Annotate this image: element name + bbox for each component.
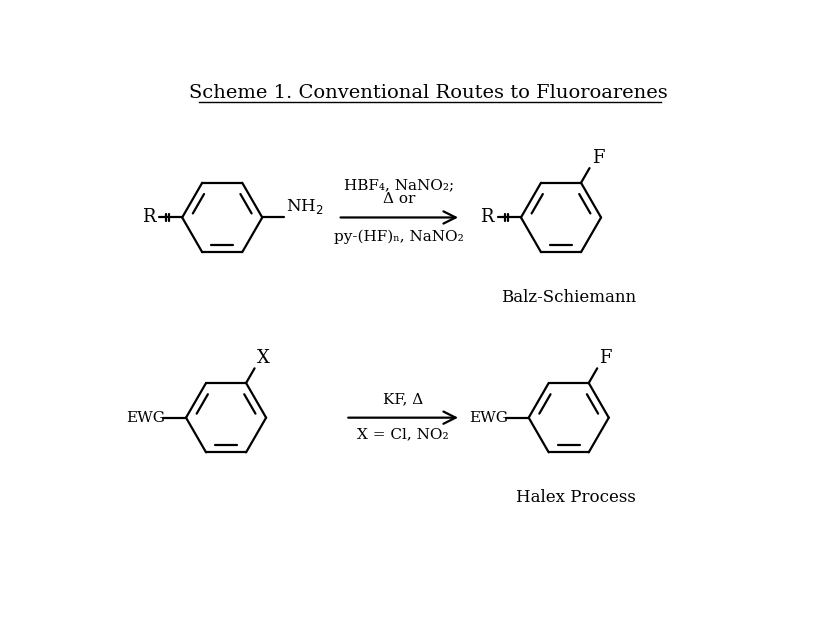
Text: X: X	[257, 349, 269, 367]
Text: EWG: EWG	[468, 411, 507, 425]
Text: R: R	[141, 209, 155, 226]
Text: EWG: EWG	[126, 411, 166, 425]
Text: NH$_2$: NH$_2$	[286, 197, 324, 216]
Text: py-(HF)ₙ, NaNO₂: py-(HF)ₙ, NaNO₂	[334, 230, 464, 244]
Text: F: F	[599, 349, 611, 367]
Text: F: F	[591, 149, 604, 167]
Text: X = Cl, NO₂: X = Cl, NO₂	[357, 427, 448, 441]
Text: Balz-Schiemann: Balz-Schiemann	[501, 289, 635, 306]
Text: R: R	[480, 209, 493, 226]
Text: Δ or: Δ or	[383, 192, 415, 206]
Text: Halex Process: Halex Process	[516, 489, 635, 506]
Text: HBF₄, NaNO₂;: HBF₄, NaNO₂;	[344, 178, 454, 192]
Text: KF, Δ: KF, Δ	[383, 392, 423, 406]
Text: Scheme 1. Conventional Routes to Fluoroarenes: Scheme 1. Conventional Routes to Fluoroa…	[189, 84, 667, 101]
